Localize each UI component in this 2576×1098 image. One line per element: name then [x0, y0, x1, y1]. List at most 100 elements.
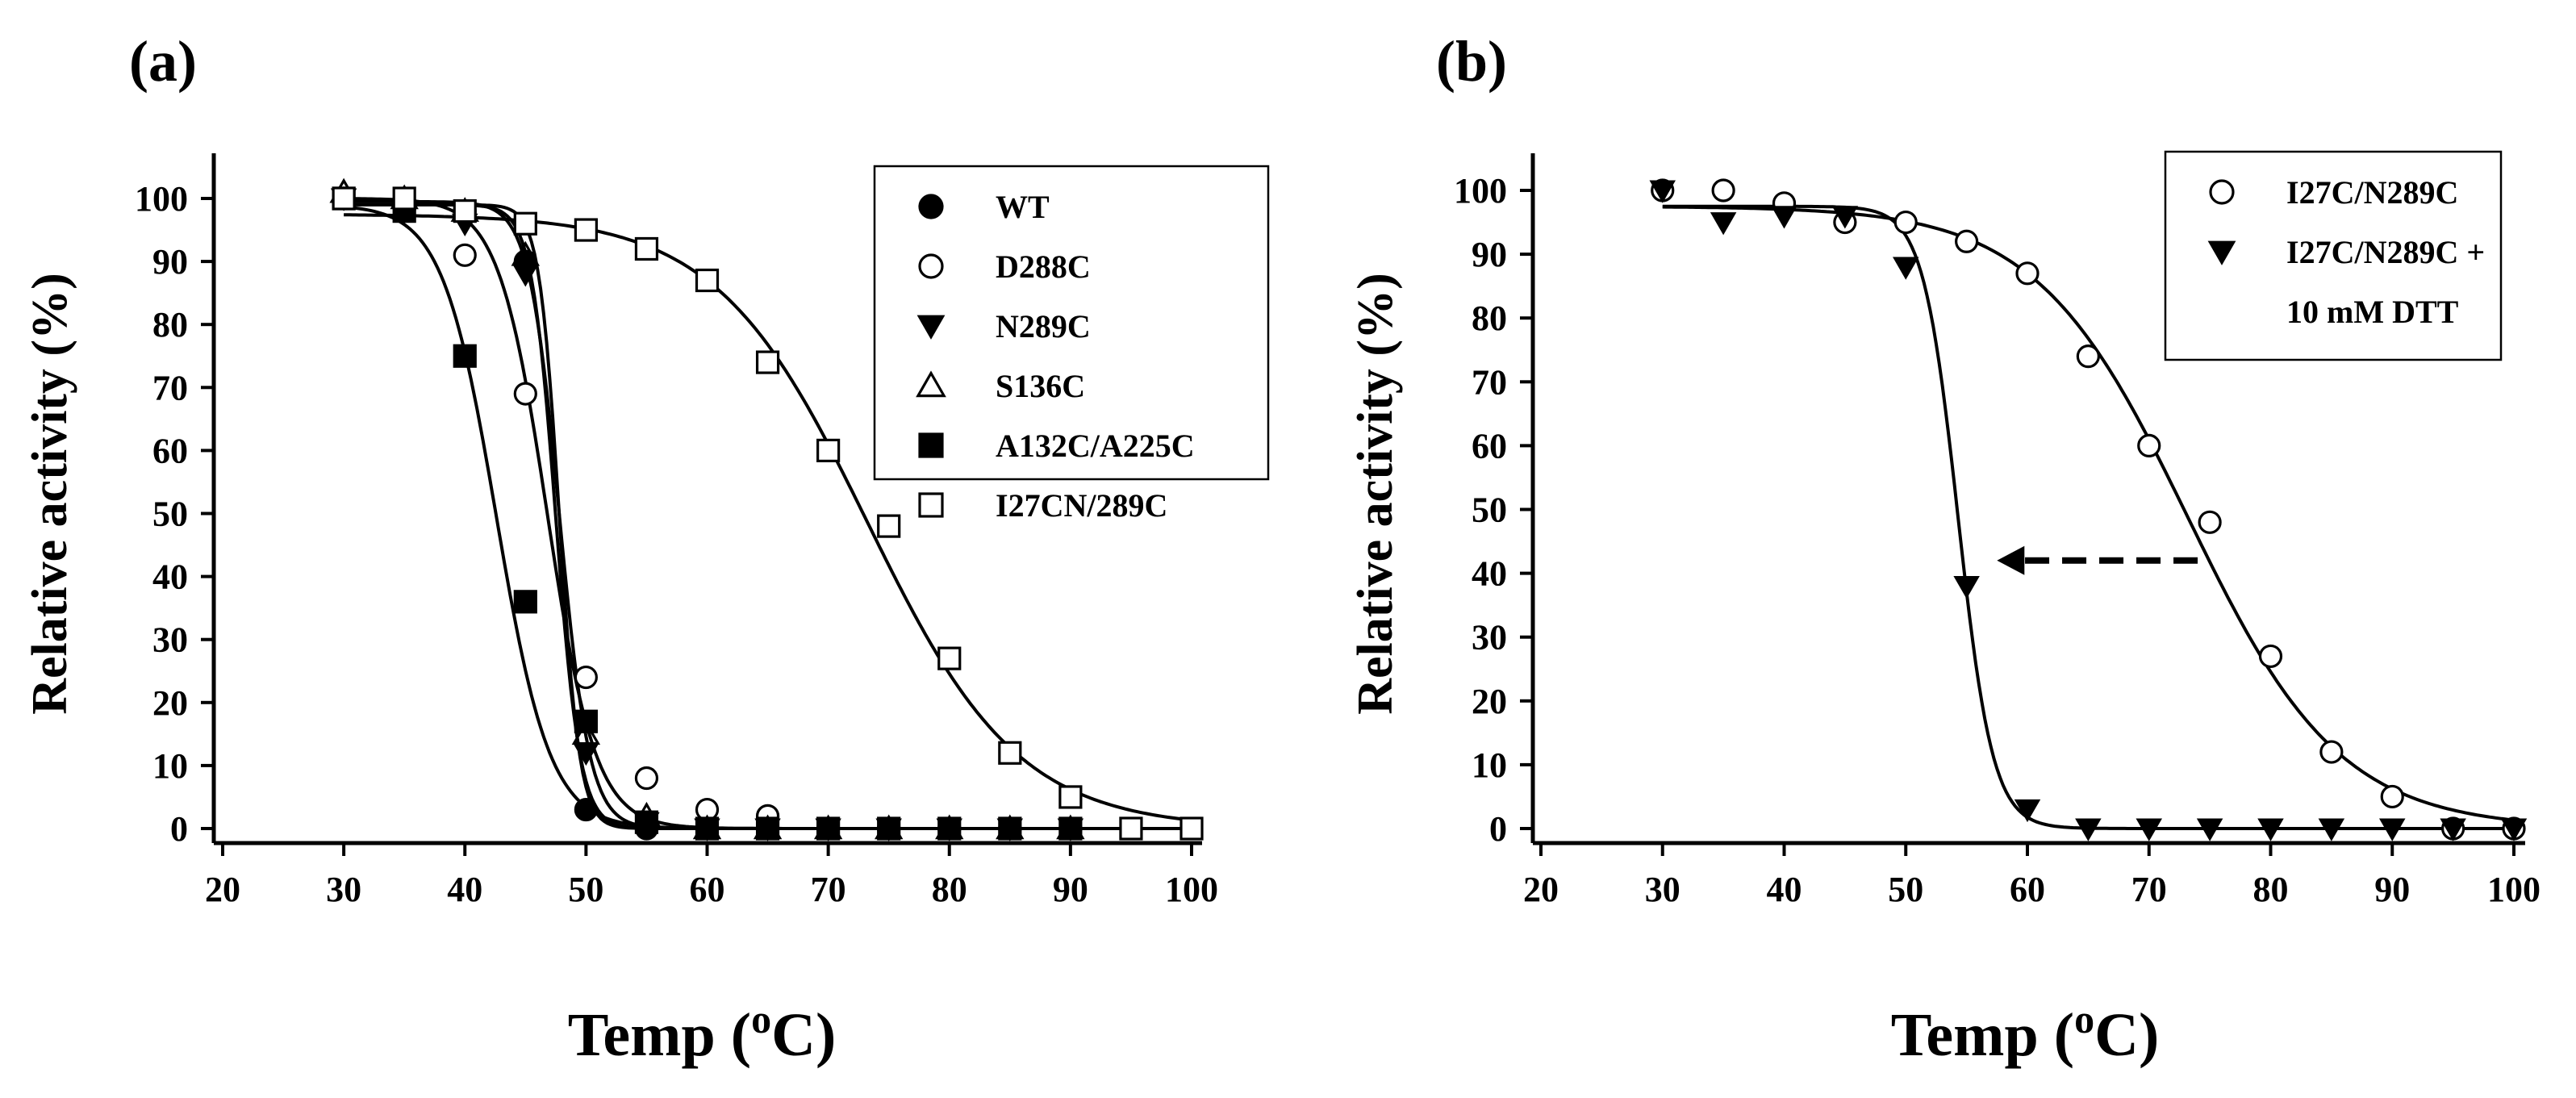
x-tick-label: 100 [1165, 870, 1218, 909]
x-axis-label: Temp (oC) [1891, 996, 2160, 1069]
legend-label: 10 mM DTT [2286, 294, 2459, 330]
data-point [332, 186, 356, 211]
data-point [2319, 740, 2344, 764]
data-point [998, 741, 1022, 765]
panel-label: (a) [129, 29, 197, 94]
y-tick-label: 0 [1489, 809, 1507, 849]
data-point [1649, 180, 1676, 203]
x-axis-label-sup: o [2074, 996, 2094, 1042]
x-tick-label: 80 [2253, 870, 2289, 909]
x-tick-label: 90 [1053, 870, 1088, 909]
legend-label: I27C/N289C + [2286, 234, 2485, 270]
y-tick-label: 80 [1472, 299, 1507, 338]
legend-marker [2207, 240, 2236, 265]
data-point [511, 240, 541, 266]
fit-curve [1662, 205, 2515, 822]
data-point [1710, 212, 1737, 236]
y-tick-label: 90 [1472, 235, 1507, 274]
data-point [2196, 818, 2223, 841]
x-axis-label-end: C) [2094, 1001, 2159, 1069]
y-tick-label: 100 [1454, 171, 1507, 211]
data-point [2076, 344, 2100, 369]
x-tick-label: 70 [811, 870, 846, 909]
data-point [2015, 261, 2040, 286]
x-axis-label: Temp (oC) [568, 996, 837, 1069]
data-point [2137, 433, 2161, 458]
data-point [937, 646, 962, 670]
data-point [1893, 257, 1919, 280]
y-tick-label: 20 [1472, 682, 1507, 721]
legend-label: A132C/A225C [996, 428, 1195, 464]
data-point [2379, 818, 2406, 841]
data-point [2440, 818, 2466, 841]
data-point [1771, 206, 1797, 229]
data-point [877, 816, 901, 841]
x-axis-label-sup: o [751, 996, 771, 1042]
y-tick-label: 80 [152, 305, 188, 344]
data-point [2014, 799, 2041, 823]
data-point [453, 243, 477, 267]
y-tick-label: 50 [1472, 491, 1507, 530]
data-point [634, 236, 659, 261]
panel-label: (b) [1436, 29, 1507, 94]
data-point [998, 816, 1022, 841]
y-tick-label: 60 [152, 431, 188, 470]
data-point [695, 268, 720, 293]
data-point [755, 350, 780, 374]
panel-b: (b) 0 10 20 30 40 50 60 70 80 90 100 20 30 40 50 60 70 80 9… [1348, 29, 2541, 1069]
x-tick-label: 20 [205, 870, 240, 909]
data-point [816, 816, 841, 841]
panel-a: (a) 0 10 20 30 40 50 60 70 80 90 100 20 30 40 50 60 70 80 9… [23, 29, 1270, 1069]
legend-marker [918, 432, 944, 458]
data-point [513, 211, 537, 236]
data-point [2258, 644, 2283, 669]
data-point [1953, 575, 1980, 599]
x-tick-label: 40 [447, 870, 482, 909]
data-point [695, 816, 720, 841]
x-axis-label-main: Temp ( [1891, 1001, 2074, 1069]
y-tick-label: 40 [1472, 554, 1507, 594]
y-tick-label: 90 [152, 242, 188, 282]
data-point [574, 218, 598, 242]
data-point [453, 199, 477, 223]
data-point [1058, 785, 1083, 809]
legend-marker [916, 315, 946, 340]
x-tick-label: 80 [932, 870, 967, 909]
data-point [877, 514, 901, 538]
legend-marker [916, 370, 946, 398]
data-point [1058, 816, 1083, 841]
y-tick-label: 10 [1472, 745, 1507, 785]
legend-label: I27C/N289C [2286, 174, 2458, 211]
x-tick-label: 30 [1645, 870, 1680, 909]
data-point [1179, 816, 1204, 841]
y-axis-label: Relative activity (%) [1348, 273, 1403, 714]
data-point [574, 797, 598, 822]
data-point [392, 186, 416, 211]
data-point [2136, 818, 2162, 841]
y-tick-label: 70 [1472, 362, 1507, 402]
y-axis-label: Relative activity (%) [23, 273, 77, 714]
data-point [2257, 818, 2284, 841]
legend-marker [918, 492, 944, 518]
data-point [937, 816, 962, 841]
data-point [2380, 784, 2404, 809]
data-point [2198, 510, 2222, 534]
x-tick-label: 90 [2374, 870, 2410, 909]
data-point [2318, 818, 2345, 841]
legend-marker [2209, 179, 2235, 205]
x-tick-label: 40 [1767, 870, 1802, 909]
y-tick-label: 30 [152, 620, 188, 660]
data-point [2075, 818, 2102, 841]
annotation-arrow-head [1997, 545, 2025, 575]
legend-marker [918, 194, 944, 219]
x-axis-label-main: Temp ( [568, 1001, 751, 1069]
x-tick-label: 50 [568, 870, 603, 909]
data-point [513, 590, 537, 614]
data-point [1831, 206, 1859, 229]
fit-curve [344, 213, 1192, 822]
x-tick-label: 60 [2010, 870, 2045, 909]
data-point [512, 264, 539, 287]
data-point [1955, 229, 1979, 253]
data-point [634, 766, 659, 791]
